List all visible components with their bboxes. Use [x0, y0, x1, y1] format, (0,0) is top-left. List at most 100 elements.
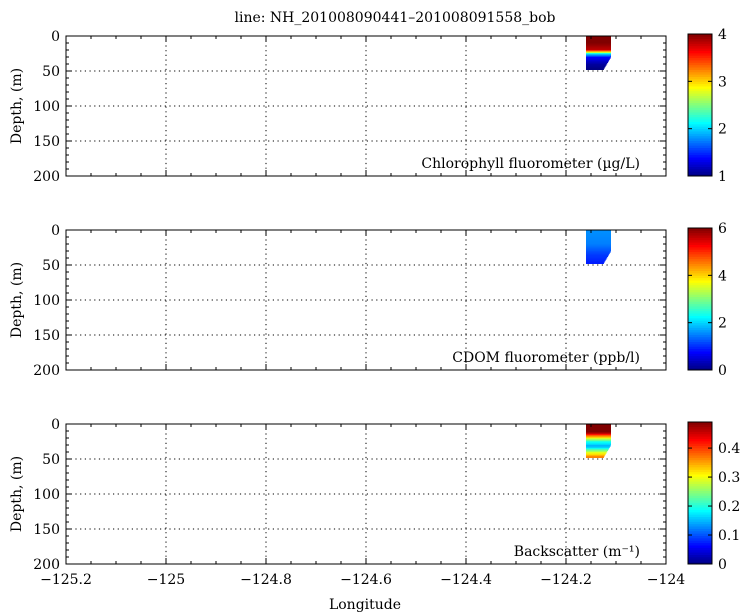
data-cell: [586, 253, 609, 256]
x-tick-label: −124: [647, 572, 686, 588]
panel-backscatter: 0 50 100 150 200−125.2 −125 −124.8 −124.6 −124.4…: [9, 417, 740, 588]
colorbar-frame: [687, 421, 713, 565]
x-tick-label: −125: [147, 572, 185, 588]
colorbar-segment: [688, 332, 712, 335]
colorbar-segment: [688, 355, 712, 359]
colorbar-segment: [688, 64, 712, 68]
y-tick-label: 200: [33, 169, 60, 185]
colorbar-segment: [688, 90, 712, 94]
colorbar-segment: [688, 424, 712, 428]
colorbar-segment: [688, 299, 712, 302]
colorbar-segment: [688, 443, 712, 447]
colorbar-segment: [688, 228, 712, 231]
colorbar-segment: [688, 81, 712, 85]
colorbar-segment: [688, 131, 712, 134]
colorbar-tick-label: 0: [718, 363, 727, 379]
data-cell: [586, 432, 611, 435]
colorbar-segment: [688, 459, 712, 463]
colorbar-segment: [688, 490, 712, 494]
data-cell: [586, 237, 611, 239]
data-cell: [586, 454, 605, 457]
y-axis-label: Depth, (m): [9, 68, 25, 144]
data-cell: [586, 242, 611, 245]
colorbar-segment: [688, 476, 712, 480]
panel-chlorophyll: 0 50 100 150 200 Depth, (m) Chlorophyll fluoro…: [9, 27, 727, 185]
colorbar-segment: [688, 244, 712, 248]
colorbar-segment: [688, 152, 712, 156]
colorbar-tick-label: 2: [718, 122, 727, 138]
data-cell: [586, 256, 608, 259]
colorbar-segment: [688, 526, 712, 529]
colorbar-segment: [688, 549, 712, 553]
colorbar-segment: [688, 41, 712, 44]
colorbar-segment: [688, 268, 712, 271]
colorbar-segment: [688, 466, 712, 470]
colorbar-segment: [688, 365, 712, 369]
data-cell: [586, 41, 611, 44]
colorbar-segment: [688, 275, 712, 279]
colorbar-segment: [688, 509, 712, 513]
data-cell: [586, 248, 611, 250]
data-cell: [586, 235, 611, 238]
colorbar-segment: [688, 34, 712, 37]
colorbar-segment: [688, 422, 712, 425]
data-cell: [586, 36, 611, 38]
colorbar-segment: [688, 67, 712, 70]
colorbar-segment: [688, 440, 712, 444]
data-cell: [586, 445, 611, 447]
colorbar-tick-label: 0.3: [718, 470, 740, 486]
colorbar-segment: [688, 93, 712, 96]
colorbar-segment: [688, 284, 712, 288]
colorbar-segment: [688, 45, 712, 49]
panel-cdom: 0 50 100 150 200 Depth, (m) CDOM fluorometer (…: [9, 221, 727, 379]
data-cell: [586, 453, 606, 456]
data-cell: [586, 249, 611, 252]
data-cell: [586, 251, 611, 253]
data-cell: [586, 252, 610, 255]
colorbar-tick-label: 4: [718, 27, 727, 43]
colorbar-segment: [688, 74, 712, 77]
data-cell: [586, 43, 611, 45]
colorbar-segment: [688, 161, 712, 165]
colorbar-segment: [688, 530, 712, 534]
data-cell: [586, 425, 611, 428]
data-cell: [586, 436, 611, 439]
colorbar-segment: [688, 97, 712, 101]
colorbar-segment: [688, 485, 712, 489]
colorbar-segment: [688, 317, 712, 321]
colorbar-segment: [688, 36, 712, 40]
colorbar-segment: [688, 429, 712, 432]
colorbar-segment: [688, 142, 712, 146]
colorbar-segment: [688, 310, 712, 314]
colorbar-segment: [688, 438, 712, 442]
colorbar-tick-label: 0: [718, 557, 727, 573]
data-cell: [586, 50, 611, 52]
y-tick-label: 50: [42, 258, 60, 274]
colorbar-segment: [688, 547, 712, 551]
colorbar-segment: [688, 559, 712, 563]
x-tick-label: −124.6: [340, 572, 392, 588]
colorbar-segment: [688, 320, 712, 324]
colorbar-segment: [688, 348, 712, 352]
colorbar-segment: [688, 168, 712, 172]
colorbar-segment: [688, 351, 712, 354]
colorbar-segment: [688, 270, 712, 274]
y-axis-label: Depth, (m): [9, 262, 25, 338]
data-cell: [586, 245, 611, 248]
colorbar-segment: [688, 272, 712, 276]
colorbar-segment: [688, 495, 712, 499]
data-cell: [586, 244, 611, 246]
data-cell: [586, 446, 610, 449]
colorbar-segment: [688, 521, 712, 525]
data-cell: [586, 450, 608, 453]
colorbar-segment: [688, 128, 712, 132]
colorbar-segment: [688, 343, 712, 347]
data-cell: [586, 239, 611, 242]
y-tick-label: 150: [33, 522, 60, 538]
colorbar-segment: [688, 119, 712, 122]
y-tick-label: 0: [51, 223, 60, 239]
colorbar-segment: [688, 308, 712, 312]
colorbar-segment: [688, 296, 712, 300]
data-cell: [586, 262, 604, 264]
